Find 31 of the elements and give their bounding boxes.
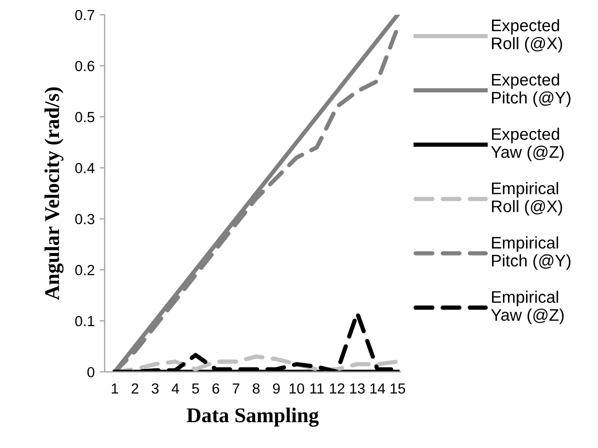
x-tick-label: 4 [172,383,179,394]
y-tick-label: 0 [87,366,94,378]
x-tick-label: 8 [252,383,260,394]
y-tick-label: 0.3 [75,214,94,224]
y-tick-label: 0.4 [75,162,95,174]
y-tick-label: 0.5 [75,112,94,122]
y-tick-label: 0.6 [75,60,94,72]
x-tick-label: 14 [370,383,386,394]
x-tick-label: 7 [232,383,240,394]
x-tick-label: 15 [390,383,406,394]
y-tick-label: 0.7 [75,10,94,20]
x-tick-label: 10 [290,383,304,394]
legend-label: Empirical Pitch (@Y) [492,236,570,270]
x-tick-label: 3 [152,383,159,394]
x-tick-label: 13 [350,383,365,394]
legend-label: Empirical Yaw (@Z) [491,290,564,324]
y-tick-label: 0.1 [75,316,94,326]
legend-label: Expected Yaw (@Z) [491,128,564,162]
x-tick-label: 1 [112,383,118,394]
x-tick-label: 9 [273,383,280,394]
x-tick-label: 5 [192,383,200,394]
x-tick-label: 2 [132,383,138,394]
x-tick-label: 12 [330,383,344,394]
x-tick-label: 11 [310,383,324,394]
y-axis-title: Angular Velocity (rad/s) [44,87,64,300]
legend-label: Empirical Roll (@X) [492,182,562,216]
y-tick-label: 0.2 [75,264,94,276]
legend-label: Expected Roll (@X) [492,19,562,53]
x-axis-title: Data Sampling [186,408,319,427]
legend-label: Expected Pitch (@Y) [492,73,570,107]
x-tick-label: 6 [212,383,220,394]
